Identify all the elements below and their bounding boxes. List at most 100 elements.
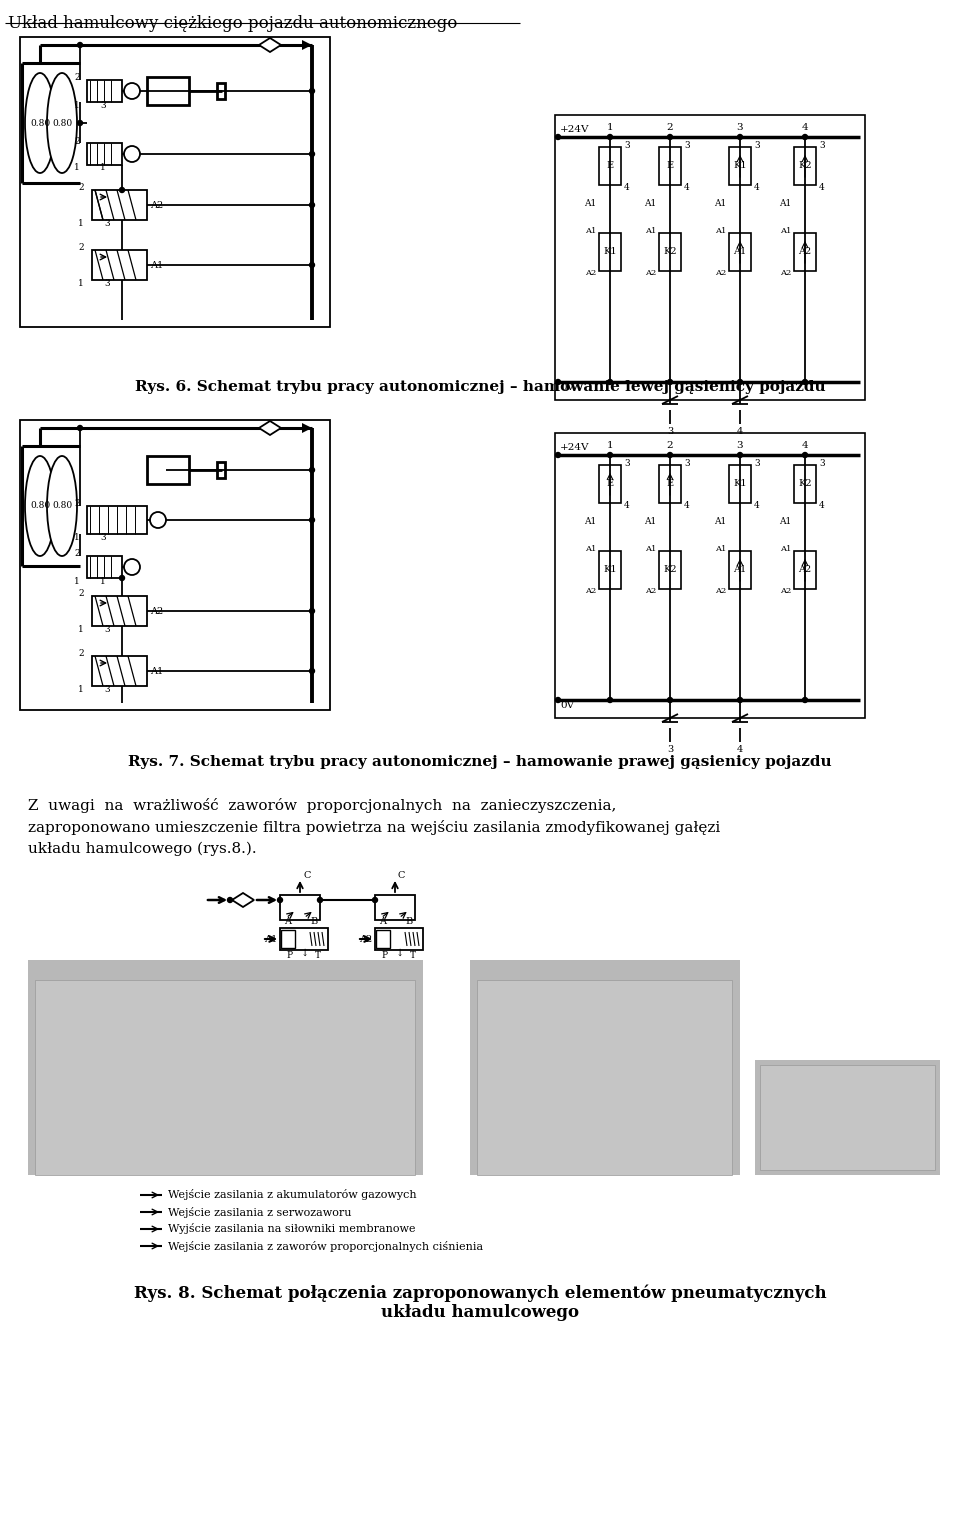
Bar — [470, 961, 740, 1174]
Text: 2: 2 — [74, 137, 80, 145]
Text: K2: K2 — [798, 162, 812, 171]
Text: A1: A1 — [644, 517, 656, 526]
Bar — [555, 433, 865, 718]
Bar — [280, 929, 328, 950]
Circle shape — [556, 453, 561, 457]
Text: A1: A1 — [779, 198, 791, 207]
Circle shape — [803, 134, 807, 139]
Circle shape — [608, 453, 612, 457]
Text: E: E — [607, 479, 613, 488]
Text: A1: A1 — [714, 227, 726, 235]
Bar — [794, 233, 816, 271]
Text: A: A — [284, 918, 291, 927]
Bar — [375, 895, 415, 920]
Text: A1: A1 — [150, 666, 163, 676]
Text: A1: A1 — [585, 227, 596, 235]
Text: 3: 3 — [104, 685, 109, 694]
Text: E: E — [666, 479, 674, 488]
Text: 3: 3 — [104, 218, 109, 227]
Text: A2: A2 — [585, 587, 596, 595]
Circle shape — [737, 453, 742, 457]
Text: A1: A1 — [264, 935, 277, 944]
Circle shape — [309, 668, 315, 674]
Text: 1: 1 — [74, 576, 80, 586]
Ellipse shape — [25, 73, 55, 172]
Circle shape — [150, 512, 166, 528]
Text: 4: 4 — [684, 500, 689, 509]
Text: 2: 2 — [79, 244, 84, 253]
Text: +24V: +24V — [560, 125, 589, 134]
Text: 0.80: 0.80 — [52, 502, 72, 511]
Text: 3: 3 — [754, 140, 759, 149]
Text: T: T — [410, 950, 416, 959]
Text: 2: 2 — [79, 183, 84, 192]
Text: C: C — [398, 871, 405, 880]
Bar — [729, 551, 751, 589]
Text: 4: 4 — [819, 183, 825, 192]
Text: T: T — [315, 950, 321, 959]
Text: A2: A2 — [585, 268, 596, 278]
Text: 0V: 0V — [560, 383, 574, 392]
Bar — [217, 462, 225, 477]
Bar — [28, 961, 423, 1174]
Text: 1: 1 — [607, 122, 613, 131]
Circle shape — [608, 380, 612, 384]
Text: Rys. 8. Schemat połączenia zaproponowanych elementów pneumatycznych: Rys. 8. Schemat połączenia zaproponowany… — [133, 1286, 827, 1302]
Text: 1: 1 — [74, 163, 80, 172]
Circle shape — [608, 697, 612, 703]
Circle shape — [228, 898, 232, 903]
Circle shape — [124, 82, 140, 99]
Bar — [599, 551, 621, 589]
Circle shape — [803, 380, 807, 384]
Text: 3: 3 — [624, 459, 630, 468]
Text: A1: A1 — [644, 198, 656, 207]
Text: A2: A2 — [780, 587, 791, 595]
Circle shape — [737, 697, 742, 703]
Text: A2: A2 — [150, 200, 163, 209]
Text: zaproponowano umieszczenie filtra powietrza na wejściu zasilania zmodyfikowanej : zaproponowano umieszczenie filtra powiet… — [28, 820, 720, 836]
Text: A2: A2 — [799, 247, 811, 256]
Ellipse shape — [47, 73, 77, 172]
Bar — [729, 146, 751, 185]
Text: 3: 3 — [104, 279, 109, 288]
Text: 2: 2 — [79, 590, 84, 598]
Circle shape — [309, 517, 315, 523]
Bar — [92, 250, 147, 281]
Text: 4: 4 — [802, 122, 808, 131]
Circle shape — [667, 134, 673, 139]
Text: Wyjście zasilania na siłowniki membranowe: Wyjście zasilania na siłowniki membranow… — [168, 1223, 416, 1235]
Text: 4: 4 — [737, 427, 743, 436]
Text: A2: A2 — [645, 587, 656, 595]
Bar — [280, 895, 320, 920]
Circle shape — [667, 380, 673, 384]
Text: B: B — [405, 918, 412, 927]
Text: A1: A1 — [780, 227, 791, 235]
Circle shape — [556, 380, 561, 384]
Text: ↓: ↓ — [300, 949, 309, 958]
Text: 1: 1 — [79, 279, 84, 288]
Text: 4: 4 — [737, 746, 743, 755]
Bar — [375, 929, 423, 950]
Circle shape — [556, 697, 561, 703]
Circle shape — [737, 380, 742, 384]
Text: 2: 2 — [79, 650, 84, 659]
Text: 4: 4 — [624, 500, 630, 509]
Text: P: P — [382, 950, 388, 959]
Text: Wejście zasilania z serwozaworu: Wejście zasilania z serwozaworu — [168, 1206, 351, 1217]
Text: 0.80: 0.80 — [30, 119, 50, 128]
Text: 3: 3 — [624, 140, 630, 149]
Bar — [217, 82, 225, 99]
Text: A1: A1 — [779, 517, 791, 526]
Polygon shape — [302, 422, 312, 433]
Bar — [760, 1064, 935, 1170]
Circle shape — [277, 898, 282, 903]
Circle shape — [124, 560, 140, 575]
Text: A1: A1 — [584, 198, 596, 207]
Polygon shape — [302, 40, 312, 50]
Text: K1: K1 — [733, 162, 747, 171]
Text: 2: 2 — [74, 73, 80, 82]
Text: A2: A2 — [780, 268, 791, 278]
Bar — [729, 465, 751, 503]
Circle shape — [737, 134, 742, 139]
Text: układu hamulcowego (rys.8.).: układu hamulcowego (rys.8.). — [28, 842, 256, 857]
